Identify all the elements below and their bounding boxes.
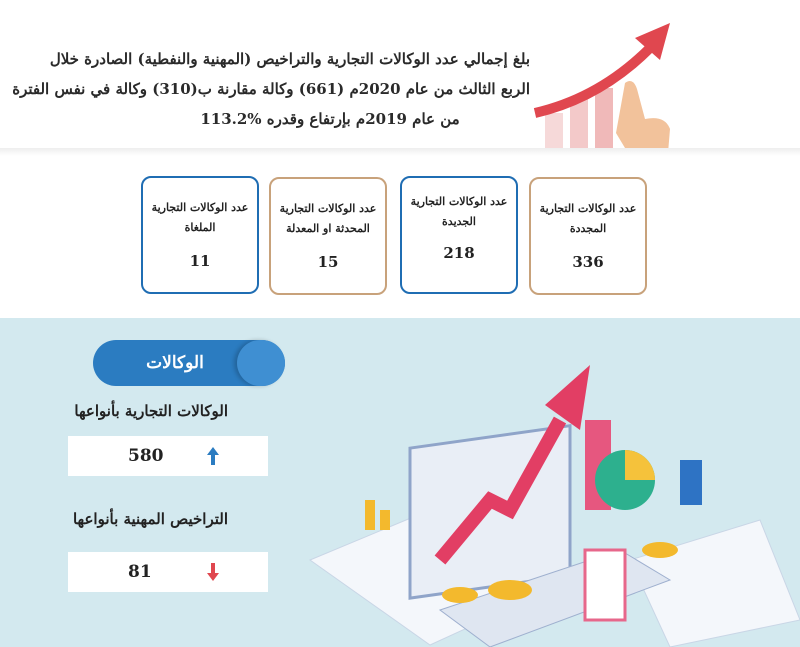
up-arrow [207,447,219,465]
bar-deco [380,510,390,530]
card-value: 218 [443,244,475,262]
item-value: 81 [128,562,152,582]
calculator-deco [583,548,627,622]
card: عدد الوكالات التجارية المجددة 336 [529,177,647,295]
item-value: 580 [128,446,164,466]
card: عدد الوكالات التجارية الجديدة 218 [400,176,518,294]
intro-text: بلغ إجمالي عدد الوكالات التجارية والتراخ… [12,44,530,134]
card-label: عدد الوكالات التجارية الجديدة [410,195,508,228]
pill-circle [237,340,285,386]
bar-deco [680,460,702,505]
hand-deco [616,81,670,153]
highlight: 113.2% [200,110,262,128]
item-label: الوكالات التجارية بأنواعها [74,402,228,420]
divider [0,148,800,156]
bar-deco [570,98,588,153]
coin-deco [488,580,532,600]
card-label: عدد الوكالات التجارية المحدثة او المعدلة [279,202,377,235]
pie-deco [625,450,655,480]
card: عدد الوكالات التجارية المحدثة او المعدلة… [269,177,387,295]
coin-deco [442,587,478,603]
card: عدد الوكالات التجارية الملغاة 11 [141,176,259,294]
growth-graphic [533,23,670,153]
intro-line: من عام 2019م بإرتفاع وقدره 113.2% [130,104,530,134]
illustration [308,365,800,647]
intro-line: الربع الثالث من عام 2020م (661) وكالة مق… [12,80,530,98]
section-title: الوكالات [146,353,204,373]
card-label: عدد الوكالات التجارية المجددة [539,202,637,235]
arrow-head [635,23,670,60]
arrow-deco [533,44,654,118]
item-box: 81 [68,552,268,592]
card-label: عدد الوكالات التجارية الملغاة [151,201,249,234]
intro-line: من عام 2019م بإرتفاع وقدره [266,110,460,128]
bar-deco [365,500,375,530]
item-label: التراخيص المهنية بأنواعها [72,510,228,528]
down-arrow [207,563,219,581]
intro-line: بلغ إجمالي عدد الوكالات التجارية والتراخ… [49,50,530,68]
card-value: 15 [317,253,339,271]
item-box: 580 [68,436,268,476]
card-value: 11 [189,252,211,270]
bar-deco [595,88,613,153]
arrow-head [545,365,590,430]
coin-deco [642,542,678,558]
bar-deco [545,113,563,153]
arrow-deco [434,416,567,565]
card-value: 336 [572,253,604,271]
